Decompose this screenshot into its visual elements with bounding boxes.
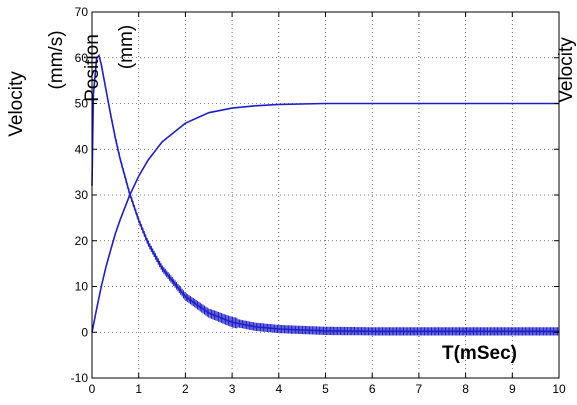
x-tick-label: 0	[89, 382, 96, 396]
x-tick-label: 1	[135, 382, 142, 396]
series-line-1	[91, 102, 559, 333]
x-tick-label: 9	[509, 382, 516, 396]
y-axis-label-velocity: Velocity	[6, 71, 27, 137]
series-2-oscillation-band	[110, 113, 560, 336]
y-tick-label: 30	[75, 188, 89, 202]
y-tick-label: 20	[75, 234, 89, 248]
y-tick-label: 70	[75, 5, 89, 19]
x-tick-label: 4	[275, 382, 282, 396]
y-axis-label-velocity-unit: (mm/s)	[46, 30, 67, 89]
x-tick-label: 5	[322, 382, 329, 396]
chart-series	[91, 53, 560, 336]
x-tick-label: 10	[552, 382, 566, 396]
y-axis-label-position-unit: (mm)	[116, 25, 137, 69]
x-axis-label: T(mSec)	[442, 343, 517, 364]
x-tick-label: 7	[416, 382, 423, 396]
y-tick-label: 40	[75, 142, 89, 156]
y-axis-label-right-velocity: Velocity	[556, 37, 577, 103]
y-tick-label: -10	[71, 371, 89, 385]
x-tick-label: 8	[462, 382, 469, 396]
y-axis-label-position: Position	[82, 34, 103, 102]
y-tick-label: 60	[75, 51, 89, 65]
y-tick-label: 0	[81, 325, 88, 339]
y-tick-label: 10	[75, 280, 89, 294]
chart-grid	[92, 12, 559, 378]
y-tick-label: 50	[75, 97, 89, 111]
x-tick-label: 6	[369, 382, 376, 396]
x-tick-label: 3	[229, 382, 236, 396]
x-tick-label: 2	[182, 382, 189, 396]
